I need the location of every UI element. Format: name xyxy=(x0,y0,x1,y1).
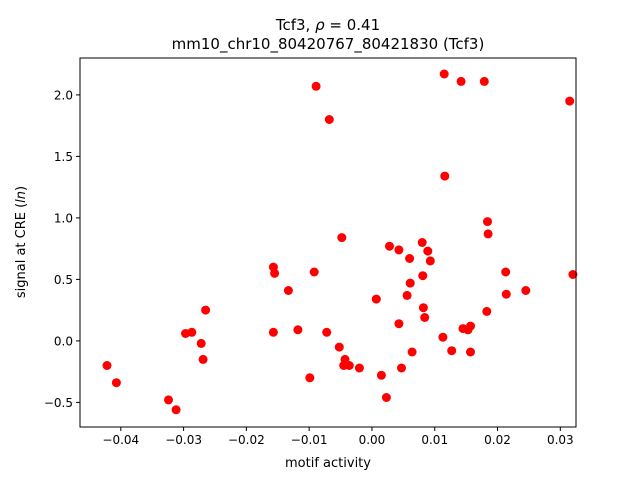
data-point-15 xyxy=(309,267,319,277)
data-point-46 xyxy=(456,76,466,86)
x-tick-label-4: 0.00 xyxy=(359,433,386,447)
data-point-57 xyxy=(521,286,531,295)
data-point-25 xyxy=(371,294,381,304)
data-point-30 xyxy=(394,245,404,255)
data-point-3 xyxy=(171,405,181,415)
data-point-45 xyxy=(447,346,457,356)
data-point-56 xyxy=(501,289,511,299)
data-point-0 xyxy=(102,361,112,370)
y-tick-label-0: −0.5 xyxy=(44,396,73,410)
data-point-16 xyxy=(311,81,321,91)
data-point-58 xyxy=(565,96,575,106)
data-point-55 xyxy=(501,267,511,277)
data-point-34 xyxy=(405,278,415,288)
data-point-40 xyxy=(423,246,433,256)
y-tick-label-2: 0.5 xyxy=(54,273,73,287)
data-point-29 xyxy=(394,319,404,329)
data-point-24 xyxy=(354,363,364,373)
data-point-28 xyxy=(385,241,394,251)
data-point-37 xyxy=(418,271,428,281)
y-tick-label-1: 0.0 xyxy=(54,334,73,348)
y-tick-label-5: 2.0 xyxy=(54,88,73,102)
data-point-50 xyxy=(466,347,475,357)
data-point-52 xyxy=(482,306,492,316)
y-axis-label: signal at CRE (ln) xyxy=(14,186,29,298)
data-point-42 xyxy=(438,332,448,342)
data-point-32 xyxy=(402,290,412,300)
y-axis-label-prefix: signal at CRE ( xyxy=(14,203,29,298)
data-point-13 xyxy=(293,325,303,335)
data-point-2 xyxy=(164,395,173,405)
x-tick-label-0: −0.04 xyxy=(102,433,139,447)
y-tick-label-3: 1.0 xyxy=(54,211,73,225)
y-tick-label-4: 1.5 xyxy=(54,150,73,164)
x-tick-label-3: −0.01 xyxy=(291,433,328,447)
title-prefix: Tcf3, xyxy=(275,16,315,34)
data-point-53 xyxy=(483,217,492,227)
data-point-7 xyxy=(198,354,208,364)
data-point-1 xyxy=(111,378,121,388)
y-axis-ticks: −0.5 0.0 0.5 1.0 1.5 2.0 xyxy=(44,88,80,410)
data-point-33 xyxy=(405,254,415,263)
chart-title-line2: mm10_chr10_80420767_80421830 (Tcf3) xyxy=(172,35,485,54)
data-point-54 xyxy=(483,229,493,239)
data-point-31 xyxy=(397,363,406,373)
data-point-5 xyxy=(187,327,197,337)
data-points xyxy=(102,69,578,415)
x-tick-label-2: −0.02 xyxy=(228,433,265,447)
data-point-19 xyxy=(334,342,344,352)
data-point-51 xyxy=(479,76,489,86)
data-point-35 xyxy=(407,347,417,357)
data-point-38 xyxy=(418,303,428,313)
data-point-49 xyxy=(466,321,475,331)
title-rho-symbol: ρ xyxy=(315,16,325,34)
data-point-18 xyxy=(322,327,332,337)
data-point-12 xyxy=(283,286,293,295)
data-point-20 xyxy=(337,233,347,243)
data-point-8 xyxy=(201,305,211,315)
data-point-43 xyxy=(439,69,449,79)
data-point-41 xyxy=(425,256,435,266)
x-tick-label-7: 0.03 xyxy=(547,433,574,447)
data-point-36 xyxy=(417,238,427,247)
data-point-39 xyxy=(420,313,430,322)
data-point-26 xyxy=(376,370,386,380)
x-tick-label-5: 0.01 xyxy=(421,433,448,447)
y-axis-label-suffix: ) xyxy=(14,186,29,191)
x-tick-label-1: −0.03 xyxy=(165,433,202,447)
x-tick-label-6: 0.02 xyxy=(484,433,511,447)
data-point-11 xyxy=(268,327,278,337)
data-point-59 xyxy=(568,270,578,279)
data-point-10 xyxy=(270,268,280,278)
y-axis-label-italic: ln xyxy=(14,191,29,203)
data-point-23 xyxy=(344,361,354,370)
data-point-27 xyxy=(381,393,391,402)
plot-area-frame xyxy=(79,57,577,428)
data-point-44 xyxy=(440,171,450,181)
data-point-6 xyxy=(196,338,206,348)
x-axis-ticks: −0.04 −0.03 −0.02 −0.01 0.00 0.01 0.02 0.03 xyxy=(102,427,574,447)
title-rho-value: = 0.41 xyxy=(325,16,381,34)
data-point-17 xyxy=(324,115,334,124)
chart-title-line1: Tcf3, ρ = 0.41 xyxy=(275,16,380,34)
data-point-14 xyxy=(305,373,315,383)
x-axis-label: motif activity xyxy=(285,456,371,471)
